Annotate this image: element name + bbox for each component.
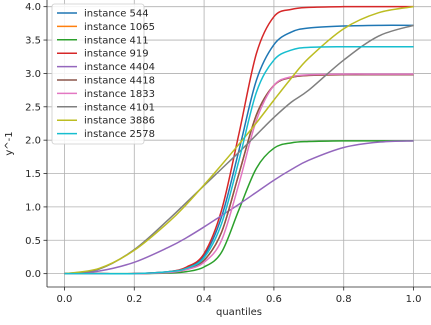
legend-label: instance 2578 (84, 129, 155, 140)
y-tick-label: 3.5 (25, 36, 41, 47)
y-tick-label: 1.5 (25, 169, 41, 180)
axes (43, 0, 431, 291)
series-line-4 (64, 140, 414, 275)
series-line-7 (64, 24, 414, 275)
x-tick-label: 0.4 (196, 294, 212, 305)
x-tick-label: 1.0 (406, 294, 422, 305)
x-axis-label: quantiles (216, 307, 262, 318)
legend-label: instance 4404 (84, 62, 155, 73)
legend-label: instance 3886 (84, 116, 155, 127)
legend-label: instance 1065 (84, 22, 155, 33)
legend: instance 544 instance 1065 instance 411 ins… (51, 3, 155, 145)
x-tick-label: 0.8 (336, 294, 352, 305)
y-tick-label: 2.0 (25, 136, 41, 147)
y-axis-label: y^-1 (4, 131, 15, 155)
legend-label: instance 544 (84, 9, 149, 20)
series-line-8 (64, 5, 414, 275)
series-lines (64, 5, 414, 275)
x-tick-label: 0.0 (57, 294, 73, 305)
legend-label: instance 1833 (84, 89, 155, 100)
y-tick-label: 4.0 (25, 2, 41, 13)
y-tick-label: 3.0 (25, 69, 41, 80)
y-tick-label: 0.0 (25, 269, 41, 280)
x-tick-label: 0.2 (126, 294, 142, 305)
tick-labels: 0.0 0.2 0.4 0.6 0.8 1.0 0.0 0.5 1.0 1.5 2.0 2.5 3.0 3… (25, 2, 421, 305)
series-line-9 (64, 45, 414, 275)
legend-label: instance 4418 (84, 76, 155, 87)
x-tick-label: 0.6 (266, 294, 282, 305)
legend-label: instance 919 (84, 49, 149, 60)
legend-label: instance 4101 (84, 102, 155, 113)
legend-label: instance 411 (84, 35, 149, 46)
y-tick-label: 0.5 (25, 236, 41, 247)
y-tick-label: 2.5 (25, 102, 41, 113)
legend-box (51, 3, 145, 145)
y-tick-label: 1.0 (25, 202, 41, 213)
